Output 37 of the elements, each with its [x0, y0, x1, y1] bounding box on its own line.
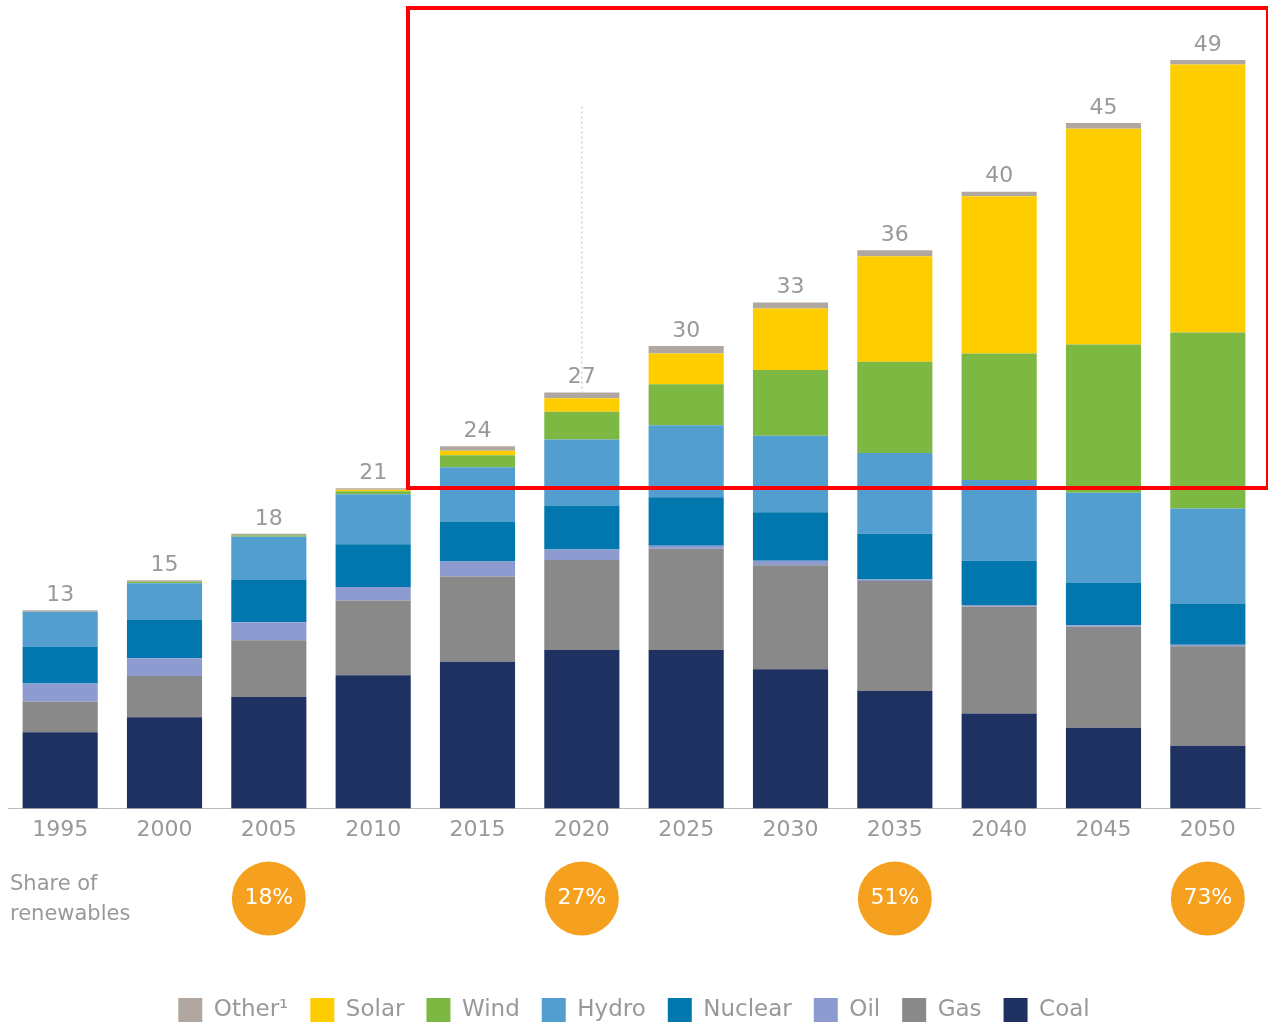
annotation: 24	[463, 417, 492, 442]
annotation: 40	[985, 162, 1014, 188]
annotation: 30	[672, 316, 701, 342]
x-tick-label: 2020	[553, 815, 610, 841]
legend-label: Wind	[461, 994, 520, 1021]
legend-label: Gas	[937, 994, 982, 1021]
annotation: 13	[46, 580, 75, 606]
annotation: 18	[254, 504, 283, 530]
x-tick-label: 2010	[345, 815, 402, 841]
x-tick-label: 2015	[449, 815, 506, 841]
annotation: 45	[1089, 93, 1118, 119]
text: 51%	[870, 884, 920, 910]
annotation: 27	[567, 363, 596, 389]
legend-label: Other¹	[213, 994, 289, 1021]
annotation: 15	[150, 551, 179, 576]
x-tick-label: 2025	[658, 815, 715, 841]
annotation: 49	[1193, 30, 1222, 56]
annotation: 33	[776, 273, 805, 299]
x-tick-label: 1995	[32, 815, 89, 841]
text: 18%	[244, 884, 294, 910]
x-tick-label: 2005	[240, 815, 297, 841]
x-tick-label: 2045	[1075, 815, 1132, 841]
legend-label: Solar	[345, 994, 405, 1021]
text: Share of renewables	[10, 871, 131, 926]
text: 27%	[557, 884, 607, 910]
x-tick-label: 2035	[866, 815, 923, 841]
x-tick-label: 2000	[136, 815, 193, 841]
text: 73%	[1183, 884, 1233, 910]
legend-label: Coal	[1039, 994, 1090, 1021]
x-tick-label: 2030	[762, 815, 819, 841]
annotation: 36	[880, 220, 909, 246]
legend-label: Nuclear	[703, 994, 793, 1021]
legend-label: Oil	[849, 994, 881, 1021]
annotation: 21	[359, 458, 388, 484]
x-tick-label: 2050	[1179, 815, 1236, 841]
x-tick-label: 2040	[971, 815, 1028, 841]
legend-label: Hydro	[577, 994, 646, 1021]
